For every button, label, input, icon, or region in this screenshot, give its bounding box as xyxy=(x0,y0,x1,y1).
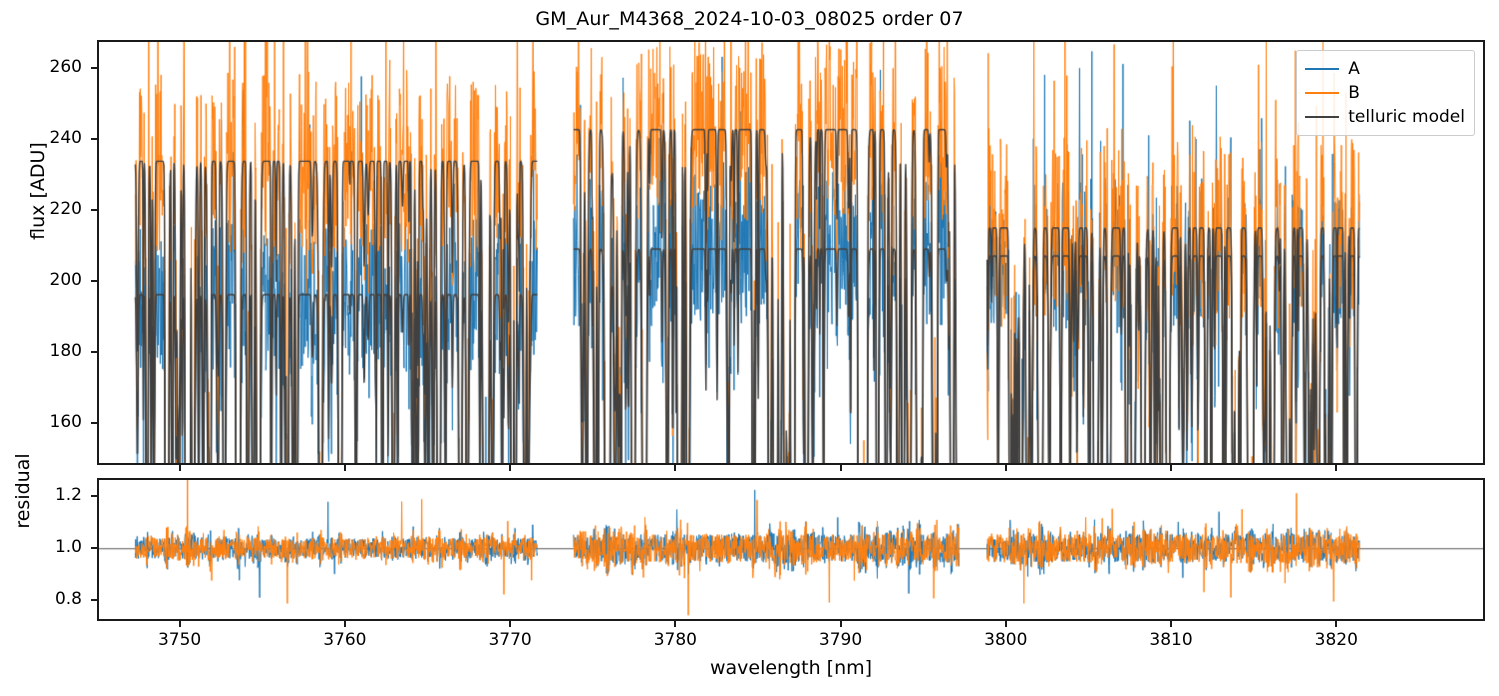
residual-xtick-mark xyxy=(674,621,677,627)
flux-xtick-mark xyxy=(509,465,512,471)
residual-ytick-label: 0.8 xyxy=(54,589,82,610)
residual-ytick-label: 1.2 xyxy=(54,485,82,506)
wavelength-axis-label: wavelength [nm] xyxy=(709,657,873,679)
flux-xtick-mark xyxy=(839,465,842,471)
flux-ytick-mark xyxy=(91,350,97,353)
residual-xtick-mark xyxy=(1335,621,1338,627)
legend-item-telluric-model[interactable]: telluric model xyxy=(1305,105,1465,129)
residual-axes xyxy=(97,478,1485,621)
flux-axes: A B telluric model xyxy=(97,40,1485,465)
wavelength-xtick-label: 3810 xyxy=(1149,630,1193,650)
flux-xtick-mark xyxy=(1004,465,1007,471)
residual-xtick-mark xyxy=(178,621,181,627)
flux-ytick-mark xyxy=(91,67,97,70)
legend-swatch-telluric-model xyxy=(1305,116,1340,118)
legend-item-b[interactable]: B xyxy=(1305,81,1465,105)
residual-xtick-mark xyxy=(509,621,512,627)
flux-ytick-mark xyxy=(91,279,97,282)
legend-swatch-a xyxy=(1305,68,1340,70)
flux-ytick-label: 160 xyxy=(49,411,82,432)
wavelength-xtick-label: 3790 xyxy=(818,630,863,650)
flux-ytick-mark xyxy=(91,421,97,424)
legend-label-telluric-model: telluric model xyxy=(1348,107,1465,127)
legend-swatch-b xyxy=(1305,92,1340,94)
wavelength-xtick-label: 3760 xyxy=(323,630,367,650)
flux-xtick-mark xyxy=(1170,465,1173,471)
legend-item-a[interactable]: A xyxy=(1305,57,1465,81)
residual-ytick-mark xyxy=(91,547,97,550)
wavelength-xtick-label: 3750 xyxy=(157,630,202,650)
legend-label-a: A xyxy=(1348,59,1360,79)
residual-xtick-mark xyxy=(343,621,346,627)
residual-xtick-mark xyxy=(839,621,842,627)
legend-label-b: B xyxy=(1348,83,1360,103)
residual-ytick-mark xyxy=(91,599,97,602)
page-title: GM_Aur_M4368_2024-10-03_08025 order 07 xyxy=(535,8,964,30)
residual-xtick-mark xyxy=(1004,621,1007,627)
residual-ytick-mark xyxy=(91,495,97,498)
wavelength-xtick-label: 3780 xyxy=(653,630,697,650)
residual-plot-canvas xyxy=(99,480,1483,619)
wavelength-xtick-label: 3800 xyxy=(984,630,1028,650)
wavelength-xtick-label: 3770 xyxy=(488,630,532,650)
flux-ytick-label: 180 xyxy=(49,340,82,361)
flux-axis-label: flux [ADU] xyxy=(27,142,49,240)
flux-ytick-mark xyxy=(91,138,97,141)
flux-ytick-label: 260 xyxy=(49,57,82,78)
flux-plot-canvas xyxy=(99,42,1483,463)
flux-ytick-label: 220 xyxy=(49,199,82,219)
legend: A B telluric model xyxy=(1296,50,1475,136)
residual-xtick-mark xyxy=(1170,621,1173,627)
flux-xtick-mark xyxy=(1335,465,1338,471)
flux-xtick-mark xyxy=(178,465,181,471)
flux-ytick-label: 200 xyxy=(49,269,82,290)
wavelength-xtick-label: 3820 xyxy=(1314,630,1358,650)
flux-xtick-mark xyxy=(343,465,346,471)
flux-xtick-mark xyxy=(674,465,677,471)
flux-ytick-label: 240 xyxy=(49,128,82,149)
flux-ytick-mark xyxy=(91,209,97,211)
residual-ytick-label: 1.0 xyxy=(54,537,82,558)
